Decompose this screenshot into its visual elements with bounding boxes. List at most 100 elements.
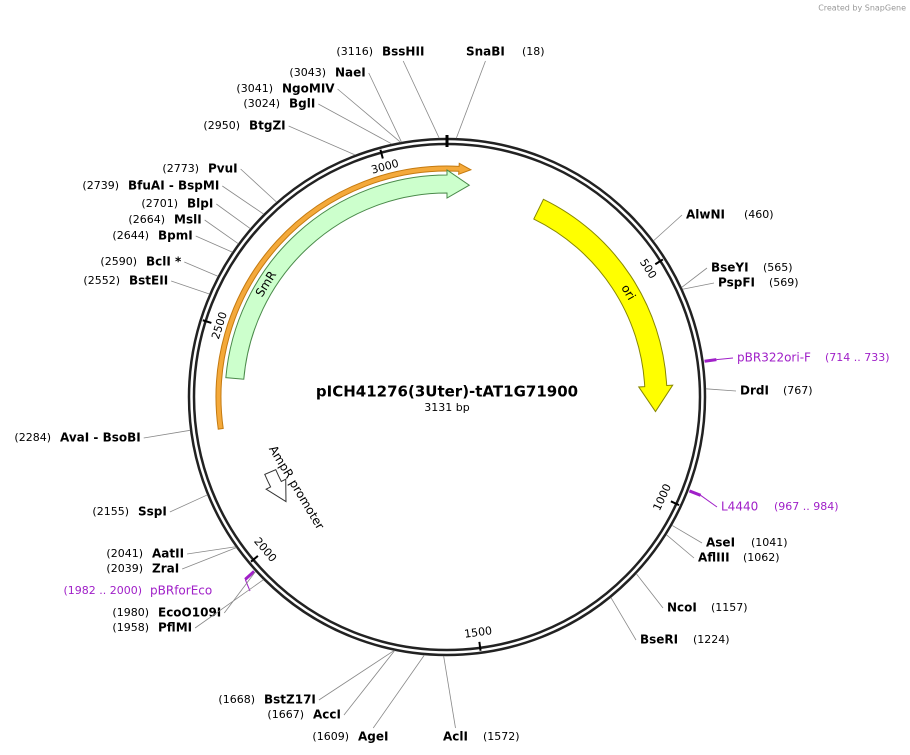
site-position: (1157) [711, 601, 748, 614]
ring-tick [670, 500, 680, 507]
ring-tick [654, 258, 664, 266]
feature-arrow [225, 169, 471, 380]
primer-mark [704, 358, 717, 363]
site-leader [187, 546, 236, 555]
site-leader [194, 579, 264, 629]
site-name: BtgZI [249, 119, 286, 133]
site-leader [671, 524, 703, 544]
site-leader [143, 429, 191, 439]
site-leader [372, 654, 425, 729]
site-name: MslI [174, 213, 202, 227]
site-name: DrdI [740, 384, 769, 398]
site-name: BpmI [158, 229, 193, 243]
site-name: BfuAI - BspMI [128, 179, 219, 193]
site-position: (767) [783, 384, 813, 397]
ring-tick [478, 641, 482, 651]
site-name: NgoMIV [282, 82, 335, 96]
primer-name: L4440 [721, 500, 758, 514]
site-leader [318, 103, 393, 145]
plasmid-length: 3131 bp [424, 401, 469, 414]
site-position: (2664) [128, 213, 165, 226]
site-name: SspI [138, 505, 167, 519]
site-position: (569) [769, 276, 799, 289]
site-position: (2155) [92, 505, 129, 518]
feature-arc [215, 162, 473, 430]
site-leader [666, 534, 695, 559]
primer-leader [700, 494, 718, 508]
site-name: SnaBI [466, 45, 505, 59]
site-leader [169, 494, 208, 513]
site-leader [204, 219, 239, 244]
site-leader [402, 60, 440, 139]
site-name: BstEII [129, 274, 168, 288]
site-position: (460) [744, 208, 774, 221]
site-name: PflMI [158, 621, 192, 635]
site-leader [682, 282, 715, 290]
ring-tick-label: 1000 [650, 482, 674, 513]
site-name: BglI [289, 97, 315, 111]
site-position: (2552) [83, 274, 120, 287]
site-position: (2701) [141, 197, 178, 210]
ring-tick-label: 2000 [251, 535, 279, 565]
site-leader [184, 261, 219, 277]
primer-range: (1982 .. 2000) [63, 584, 142, 597]
ring-tick [202, 319, 212, 324]
site-name: PvuI [208, 162, 238, 176]
site-position: (1668) [218, 693, 255, 706]
site-name: PspFI [718, 276, 755, 290]
site-position: (3041) [236, 82, 273, 95]
site-leader [288, 125, 356, 156]
site-leader [182, 547, 237, 570]
site-leader [337, 88, 401, 143]
site-position: (565) [763, 261, 793, 274]
site-name: AvaI - BsoBI [60, 431, 141, 445]
site-name: BclI * [146, 255, 182, 269]
site-position: (2773) [162, 162, 199, 175]
ring-tick-label: 1500 [463, 624, 492, 641]
watermark: Created by SnapGene [818, 4, 906, 13]
primer-leader [244, 579, 251, 592]
site-position: (2590) [100, 255, 137, 268]
site-position: (1224) [693, 633, 730, 646]
site-name: AflIII [698, 551, 730, 565]
site-name: BstZ17I [264, 693, 316, 707]
primer-range: (967 .. 984) [774, 500, 839, 513]
primer-mark [688, 489, 702, 497]
ring-tick [379, 149, 384, 159]
primer-range: (714 .. 733) [825, 351, 890, 364]
site-position: (2041) [106, 547, 143, 560]
ring-tick-label: 500 [637, 256, 659, 281]
primer-name: pBRforEco [150, 584, 212, 598]
site-position: (2039) [106, 562, 143, 575]
site-leader [653, 214, 683, 242]
site-leader [705, 388, 737, 392]
site-leader [222, 185, 264, 215]
site-leader [171, 280, 210, 295]
site-name: BseYI [711, 261, 749, 275]
site-leader [368, 72, 402, 143]
primer-name: pBR322ori-F [737, 351, 811, 365]
site-position: (2284) [14, 431, 51, 444]
site-name: NaeI [335, 66, 366, 80]
site-leader [216, 203, 251, 229]
plasmid-name: pICH41276(3Uter)-tAT1G71900 [316, 383, 578, 401]
site-position: (1062) [743, 551, 780, 564]
site-leader [318, 650, 395, 701]
site-position: (2739) [82, 179, 119, 192]
feature-label: ori [618, 282, 638, 303]
site-name: AgeI [358, 730, 388, 744]
site-position: (1958) [112, 621, 149, 634]
site-name: AccI [313, 708, 341, 722]
site-name: ZraI [152, 562, 179, 576]
feature-arrow [533, 198, 674, 413]
ring-tick [250, 555, 259, 563]
site-leader [223, 571, 256, 614]
site-leader [681, 267, 708, 288]
site-name: AlwNI [686, 208, 725, 222]
site-position: (1572) [483, 730, 520, 743]
site-position: (1980) [112, 606, 149, 619]
site-name: AclI [443, 730, 468, 744]
site-position: (2644) [112, 229, 149, 242]
site-name: BssHII [382, 45, 424, 59]
